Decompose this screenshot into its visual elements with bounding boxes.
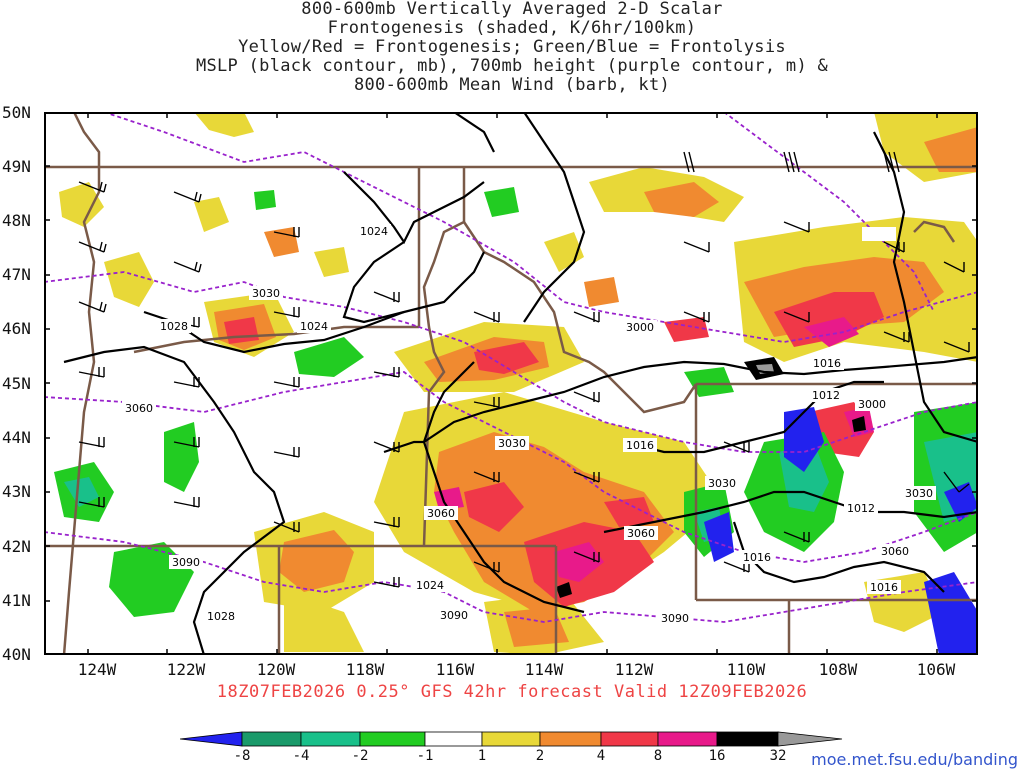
lat-label-46n: 46N	[2, 319, 31, 338]
title-line-4: MSLP (black contour, mb), 700mb height (…	[195, 56, 829, 76]
height-label-3030-central: 3030	[498, 437, 526, 450]
height-label-3000-east: 3000	[858, 398, 886, 411]
colorbar-segment-m2-m1	[359, 731, 426, 747]
mslp-label-1016-central: 1016	[626, 439, 654, 452]
lon-label-122w: 122W	[166, 660, 206, 679]
lon-label-108w: 108W	[818, 660, 858, 679]
height-label-3030-east: 3030	[708, 477, 736, 490]
mslp-label-1024-south: 1024	[416, 579, 444, 592]
colorbar-segment-8-16	[657, 731, 718, 747]
mslp-label-1016-southeast: 1016	[870, 581, 898, 594]
colorbar-label-16: 16	[708, 748, 726, 764]
lat-label-42n: 42N	[2, 537, 31, 556]
colorbar-label-4: 4	[596, 748, 606, 764]
title-line-2: Frontogenesis (shaded, K/6hr/100km)	[327, 18, 697, 38]
height-label-3060-southeast: 3060	[881, 545, 909, 558]
colorbar-segment-gt-32	[777, 731, 843, 747]
colorbar-segment-1-2	[481, 731, 541, 747]
title-line-3: Yellow/Red = Frontogenesis; Green/Blue =…	[238, 37, 786, 57]
colorbar-segment-lt-8	[180, 731, 243, 747]
lat-label-43n: 43N	[2, 482, 31, 501]
lon-label-114w: 114W	[524, 660, 564, 679]
colorbar-segment-2-4	[539, 731, 602, 747]
lat-label-47n: 47N	[2, 265, 31, 284]
mslp-label-1028-south: 1028	[207, 610, 235, 623]
colorbar-label-m4: -4	[292, 748, 310, 764]
lon-label-120w: 120W	[256, 660, 296, 679]
colorbar-label-8: 8	[653, 748, 663, 764]
height-contours	[44, 112, 978, 623]
height-label-3000-north: 3000	[626, 321, 654, 334]
colorbar-segment-m8-m4	[241, 731, 302, 747]
height-label-3060-central: 3060	[427, 507, 455, 520]
height-label-3060-east: 3060	[627, 527, 655, 540]
colorbar	[180, 731, 843, 747]
colorbar-segment-m1-1	[424, 731, 483, 747]
colorbar-label-2: 2	[535, 748, 545, 764]
lon-label-106w: 106W	[916, 660, 956, 679]
height-label-3030-north: 3030	[252, 287, 280, 300]
title-line-5: 800-600mb Mean Wind (barb, kt)	[353, 75, 671, 95]
map-frame	[44, 112, 978, 655]
lon-label-110w: 110W	[726, 660, 766, 679]
mslp-label-1012-east: 1012	[812, 389, 840, 402]
colorbar-segment-m4-m2	[300, 731, 361, 747]
lat-label-40n: 40N	[2, 645, 31, 664]
colorbar-label-m8: -8	[233, 748, 251, 764]
lat-label-41n: 41N	[2, 591, 31, 610]
forecast-valid-line: 18Z07FEB2026 0.25° GFS 42hr forecast Val…	[216, 682, 808, 702]
colorbar-label-32: 32	[769, 748, 787, 764]
colorbar-segment-16-32	[716, 731, 779, 747]
lon-label-116w: 116W	[435, 660, 475, 679]
contour-labels: 1024 1028 1024 1016 1012 1016 1012 1016 …	[122, 224, 936, 625]
lon-label-118w: 118W	[345, 660, 385, 679]
lat-label-45n: 45N	[2, 374, 31, 393]
lon-label-124w: 124W	[77, 660, 117, 679]
wind-barbs	[78, 151, 970, 588]
mslp-label-1024-north: 1024	[360, 225, 388, 238]
height-label-3090-southeast: 3090	[661, 612, 689, 625]
mslp-label-1012-southeast: 1012	[847, 502, 875, 515]
height-label-3030-southeast: 3030	[905, 487, 933, 500]
mslp-contours	[63, 112, 978, 655]
lat-label-50n: 50N	[2, 103, 31, 122]
mslp-label-1024-central: 1024	[300, 320, 328, 333]
mslp-label-1016-east: 1016	[813, 357, 841, 370]
lat-label-48n: 48N	[2, 211, 31, 230]
colorbar-label-m1: -1	[416, 748, 434, 764]
frontogenesis-map: 1024 1028 1024 1016 1012 1016 1012 1016 …	[44, 112, 978, 655]
credit-url: moe.met.fsu.edu/banding	[811, 750, 1018, 769]
colorbar-segment-4-8	[600, 731, 659, 747]
lat-label-49n: 49N	[2, 157, 31, 176]
title-line-1: 800-600mb Vertically Averaged 2-D Scalar	[301, 0, 723, 19]
lon-label-112w: 112W	[614, 660, 654, 679]
mslp-label-1016-south: 1016	[743, 551, 771, 564]
colorbar-label-1: 1	[477, 748, 487, 764]
height-label-3060-west: 3060	[125, 402, 153, 415]
colorbar-label-m2: -2	[351, 748, 369, 764]
mslp-label-1028-west: 1028	[160, 320, 188, 333]
lat-label-44n: 44N	[2, 428, 31, 447]
height-label-3090-west: 3090	[172, 556, 200, 569]
height-label-3090-south: 3090	[440, 609, 468, 622]
